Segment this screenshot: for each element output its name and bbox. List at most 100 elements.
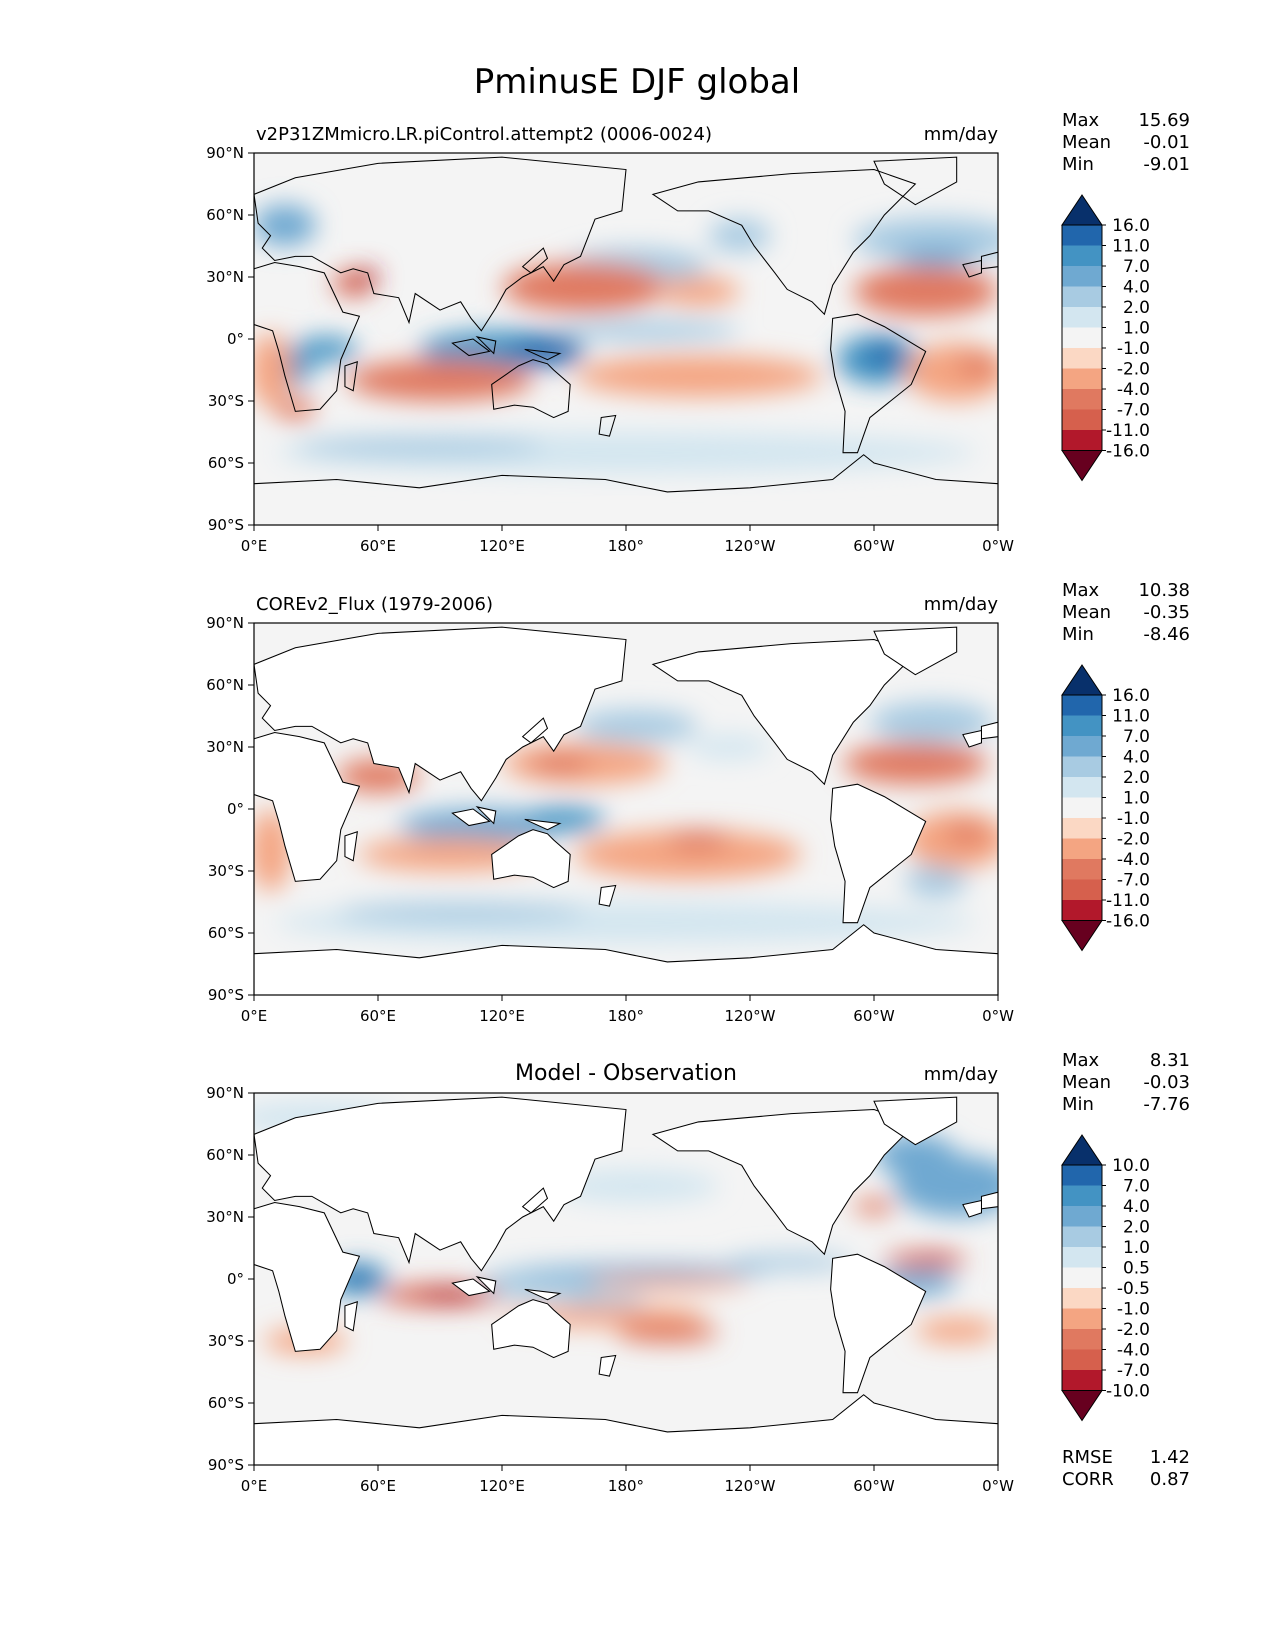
colorbar-segment	[1062, 1165, 1102, 1186]
colorbar-label: -4.0	[1117, 850, 1150, 870]
lat-tick-label: 30°N	[206, 268, 244, 286]
lon-tick-label: 0°W	[982, 1477, 1014, 1495]
lat-tick-label: 60°S	[208, 924, 244, 942]
lat-tick-label: 30°S	[208, 1332, 244, 1350]
colorbar-segment	[1062, 859, 1102, 880]
colorbar-label: -10.0	[1106, 1382, 1150, 1402]
lon-tick-label: 180°	[608, 1007, 644, 1025]
colorbar-label: 1.0	[1123, 1238, 1150, 1258]
lon-tick-label: 180°	[608, 1477, 644, 1495]
colorbar-segment	[1062, 1308, 1102, 1330]
panel-title-left: v2P31ZMmicro.LR.piControl.attempt2 (0006…	[256, 124, 712, 145]
colorbar: 16.011.07.04.02.01.0-1.0-2.0-4.0-7.0-11.…	[1061, 664, 1150, 952]
lat-tick-label: 60°N	[206, 676, 244, 694]
colorbar-segment	[1062, 266, 1102, 287]
colorbar-label: -7.0	[1117, 401, 1150, 421]
colorbar-label: 10.0	[1112, 1156, 1150, 1176]
colorbar-label: 1.0	[1123, 789, 1150, 809]
panel-units: mm/day	[924, 124, 999, 145]
lon-tick-label: 60°E	[360, 1007, 396, 1025]
colorbar-label: 2.0	[1123, 1218, 1150, 1238]
colorbar-segment	[1062, 1247, 1102, 1268]
lon-tick-label: 60°E	[360, 1477, 396, 1495]
colorbar-segment	[1062, 1185, 1102, 1207]
colorbar-segment	[1062, 695, 1102, 716]
lat-tick-label: 30°N	[206, 1208, 244, 1226]
colorbar-label: 11.0	[1112, 707, 1150, 727]
lat-tick-label: 90°N	[206, 614, 244, 632]
colorbar-label: -1.0	[1117, 809, 1150, 829]
colorbar-segment	[1062, 348, 1102, 369]
colorbar-label: -4.0	[1117, 380, 1150, 400]
lon-tick-label: 120°W	[725, 1007, 776, 1025]
colorbar-label: 7.0	[1123, 257, 1150, 277]
colorbar-label: 16.0	[1112, 216, 1150, 236]
panel-units: mm/day	[924, 594, 999, 615]
stat-label: Max	[1062, 110, 1100, 131]
colorbar-label: -7.0	[1117, 1361, 1150, 1381]
colorbar-label: 2.0	[1123, 768, 1150, 788]
colorbar: 16.011.07.04.02.01.0-1.0-2.0-4.0-7.0-11.…	[1061, 194, 1150, 482]
colorbar-segment	[1062, 1206, 1102, 1227]
colorbar-segment	[1062, 818, 1102, 839]
lat-tick-label: 60°S	[208, 1394, 244, 1412]
colorbar-segment	[1062, 1267, 1102, 1289]
colorbar-extend-min	[1061, 450, 1103, 482]
stat-label: Mean	[1062, 132, 1111, 153]
colorbar-segment	[1062, 1329, 1102, 1350]
stat-value: -0.03	[1143, 1072, 1190, 1093]
panel-units: mm/day	[924, 1064, 999, 1085]
colorbar-extend-min	[1061, 1390, 1103, 1422]
stat-label: Min	[1062, 624, 1094, 645]
colorbar-segment	[1062, 389, 1102, 410]
lon-tick-label: 60°W	[853, 1007, 895, 1025]
map-field	[254, 623, 998, 995]
colorbar-segment	[1062, 430, 1102, 451]
colorbar-label: -0.5	[1117, 1279, 1150, 1299]
lat-tick-label: 90°N	[206, 1084, 244, 1102]
lon-tick-label: 0°E	[241, 1477, 268, 1495]
colorbar-label: -7.0	[1117, 871, 1150, 891]
stat-label: Max	[1062, 1050, 1100, 1071]
lat-tick-label: 0°	[227, 1270, 244, 1288]
colorbar-extend-min	[1061, 920, 1103, 952]
colorbar-label: 4.0	[1123, 278, 1150, 298]
stat-value: -9.01	[1143, 154, 1190, 175]
colorbar-outline	[1061, 1164, 1103, 1391]
colorbar-segment	[1062, 1370, 1102, 1391]
colorbar-segment	[1062, 756, 1102, 778]
colorbar: 10.07.04.02.01.00.5-0.5-1.0-2.0-4.0-7.0-…	[1061, 1134, 1150, 1422]
colorbar-segment	[1062, 838, 1102, 860]
stat-label: Min	[1062, 154, 1094, 175]
colorbar-label: 16.0	[1112, 686, 1150, 706]
colorbar-label: -2.0	[1117, 360, 1150, 380]
colorbar-label: -1.0	[1117, 1300, 1150, 1320]
stat-label: Min	[1062, 1094, 1094, 1115]
colorbar-segment	[1062, 286, 1102, 308]
stat-value: 1.42	[1150, 1447, 1190, 1468]
colorbar-outline	[1061, 224, 1103, 451]
panel-difference: Model - Observation mm/day	[253, 1061, 999, 1466]
panel-observation: COREv2_Flux (1979-2006) mm/day	[253, 594, 999, 996]
lon-tick-label: 0°W	[982, 1007, 1014, 1025]
colorbar-label: -4.0	[1117, 1341, 1150, 1361]
colorbar-extend-max	[1061, 664, 1103, 696]
colorbar-segment	[1062, 715, 1102, 737]
colorbar-segment	[1062, 225, 1102, 246]
stat-value: -8.46	[1143, 624, 1190, 645]
colorbar-segment	[1062, 368, 1102, 390]
colorbar-extend-max	[1061, 1134, 1103, 1166]
map-field	[254, 1093, 998, 1465]
colorbar-segment	[1062, 327, 1102, 349]
lon-tick-label: 0°W	[982, 537, 1014, 555]
lon-tick-label: 180°	[608, 537, 644, 555]
lat-tick-label: 90°N	[206, 144, 244, 162]
stat-value: 0.87	[1150, 1469, 1190, 1490]
lon-tick-label: 120°E	[479, 1007, 525, 1025]
colorbar-segment	[1062, 1288, 1102, 1309]
lat-tick-label: 0°	[227, 800, 244, 818]
colorbar-label: 4.0	[1123, 748, 1150, 768]
lat-tick-label: 60°N	[206, 206, 244, 224]
colorbar-segment	[1062, 879, 1102, 901]
